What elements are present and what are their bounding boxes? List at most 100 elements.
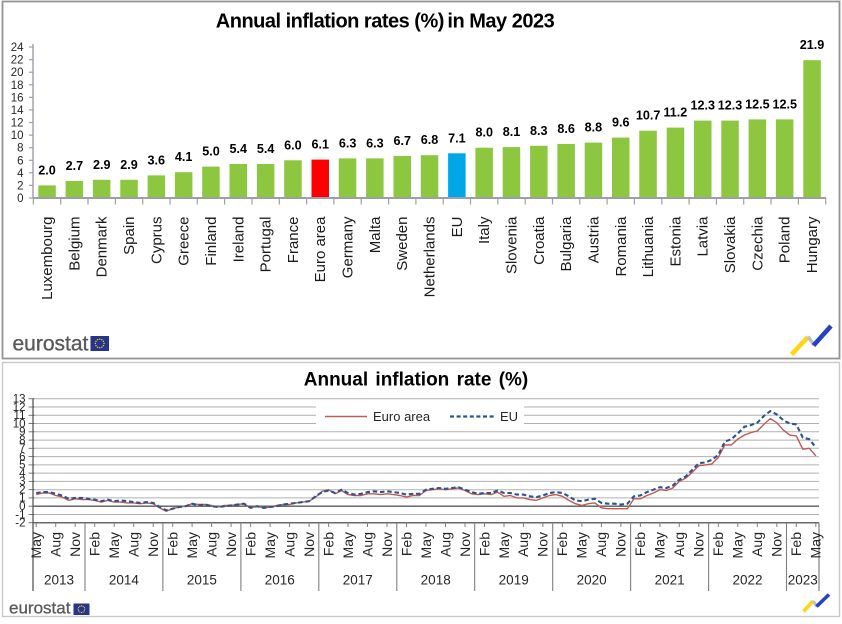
svg-text:Slovakia: Slovakia [722,216,739,273]
svg-text:eurostat: eurostat [13,333,89,356]
svg-text:8.6: 8.6 [557,122,575,136]
svg-text:8: 8 [17,143,23,155]
svg-text:2.7: 2.7 [66,159,84,173]
svg-text:May: May [28,532,44,558]
svg-text:Aug: Aug [671,532,687,557]
svg-text:6.0: 6.0 [284,138,302,152]
svg-text:6.3: 6.3 [366,136,384,150]
svg-text:4: 4 [19,468,26,480]
svg-text:Aug: Aug [749,532,765,557]
svg-text:Latvia: Latvia [695,216,712,257]
svg-text:Aug: Aug [126,532,142,557]
svg-text:May: May [340,532,356,558]
svg-text:Ireland: Ireland [230,216,247,262]
svg-text:Nov: Nov [457,532,473,557]
svg-text:2018: 2018 [421,573,451,588]
svg-text:12.5: 12.5 [745,97,770,111]
svg-text:Finland: Finland [203,217,220,266]
svg-text:Nov: Nov [301,532,317,557]
svg-text:May: May [652,532,668,558]
svg-text:2: 2 [19,485,25,497]
svg-text:EU: EU [500,409,518,424]
svg-text:Austria: Austria [585,216,602,263]
svg-text:Feb: Feb [87,532,103,556]
svg-text:6.7: 6.7 [393,134,411,148]
svg-text:Feb: Feb [476,532,492,556]
svg-text:12: 12 [11,118,24,130]
svg-text:Aug: Aug [48,532,64,557]
svg-text:-2: -2 [15,518,25,530]
svg-text:Euro area: Euro area [312,216,329,283]
svg-text:Feb: Feb [710,532,726,556]
svg-text:Malta: Malta [367,216,384,253]
svg-text:Poland: Poland [777,217,794,264]
svg-text:Sweden: Sweden [394,217,411,271]
svg-text:eurostat: eurostat [9,599,71,618]
svg-text:Feb: Feb [632,532,648,556]
svg-text:2020: 2020 [577,573,607,588]
svg-text:Croatia: Croatia [531,216,548,265]
svg-text:May: May [496,532,512,558]
svg-text:11.2: 11.2 [663,106,687,120]
svg-text:2.9: 2.9 [93,158,111,172]
svg-text:Annual inflation rate (%): Annual inflation rate (%) [304,370,529,391]
svg-text:Feb: Feb [788,532,804,556]
svg-text:Nov: Nov [379,532,395,557]
svg-text:2013: 2013 [44,573,74,588]
svg-text:24: 24 [11,42,24,54]
svg-text:2.0: 2.0 [38,163,56,177]
svg-text:May: May [418,532,434,558]
svg-text:Nov: Nov [613,532,629,557]
svg-text:Feb: Feb [398,532,414,556]
svg-text:8.3: 8.3 [530,124,548,138]
svg-text:8.0: 8.0 [475,126,493,140]
svg-text:0: 0 [19,501,25,513]
svg-text:8: 8 [19,435,25,447]
svg-text:Hungary: Hungary [804,216,821,273]
svg-text:22: 22 [11,55,24,67]
svg-text:8.1: 8.1 [503,125,521,139]
svg-text:France: France [285,217,302,264]
svg-text:Aug: Aug [203,532,219,557]
svg-text:6.1: 6.1 [311,138,329,152]
svg-text:18: 18 [11,80,24,92]
svg-text:10: 10 [11,130,24,142]
svg-text:May: May [184,532,200,558]
svg-text:2022: 2022 [732,573,762,588]
svg-text:Aug: Aug [359,532,375,557]
svg-text:Portugal: Portugal [258,217,275,273]
svg-text:2023: 2023 [788,573,818,588]
svg-text:20: 20 [11,67,24,79]
svg-text:1: 1 [19,493,25,505]
svg-text:Spain: Spain [121,217,138,255]
svg-text:Estonia: Estonia [667,216,684,267]
svg-text:6: 6 [17,155,23,167]
svg-text:2: 2 [17,180,23,192]
svg-text:Feb: Feb [554,532,570,556]
svg-text:Romania: Romania [613,216,630,277]
svg-text:14: 14 [11,105,24,117]
svg-text:Slovenia: Slovenia [504,216,521,274]
svg-text:3: 3 [19,476,25,488]
svg-text:Aug: Aug [593,532,609,557]
svg-text:6.8: 6.8 [421,133,439,147]
svg-text:2019: 2019 [499,573,529,588]
svg-text:7.1: 7.1 [448,131,466,145]
svg-text:Aug: Aug [281,532,297,557]
svg-text:2021: 2021 [655,573,685,588]
svg-text:May: May [262,532,278,558]
svg-text:Nov: Nov [145,532,161,557]
svg-text:Czechia: Czechia [749,216,766,271]
svg-text:2017: 2017 [343,573,373,588]
svg-text:Annual inflation rates (%) in: Annual inflation rates (%) in May 2023 [216,11,555,33]
svg-text:9.6: 9.6 [612,116,630,130]
svg-text:21.9: 21.9 [800,38,825,52]
svg-text:9: 9 [19,427,25,439]
svg-text:16: 16 [11,92,24,104]
svg-text:6.3: 6.3 [339,136,357,150]
svg-text:Italy: Italy [476,216,493,244]
svg-text:Bulgaria: Bulgaria [558,216,575,272]
svg-text:12.3: 12.3 [718,99,743,113]
svg-text:5.0: 5.0 [202,145,220,159]
svg-text:Feb: Feb [242,532,258,556]
